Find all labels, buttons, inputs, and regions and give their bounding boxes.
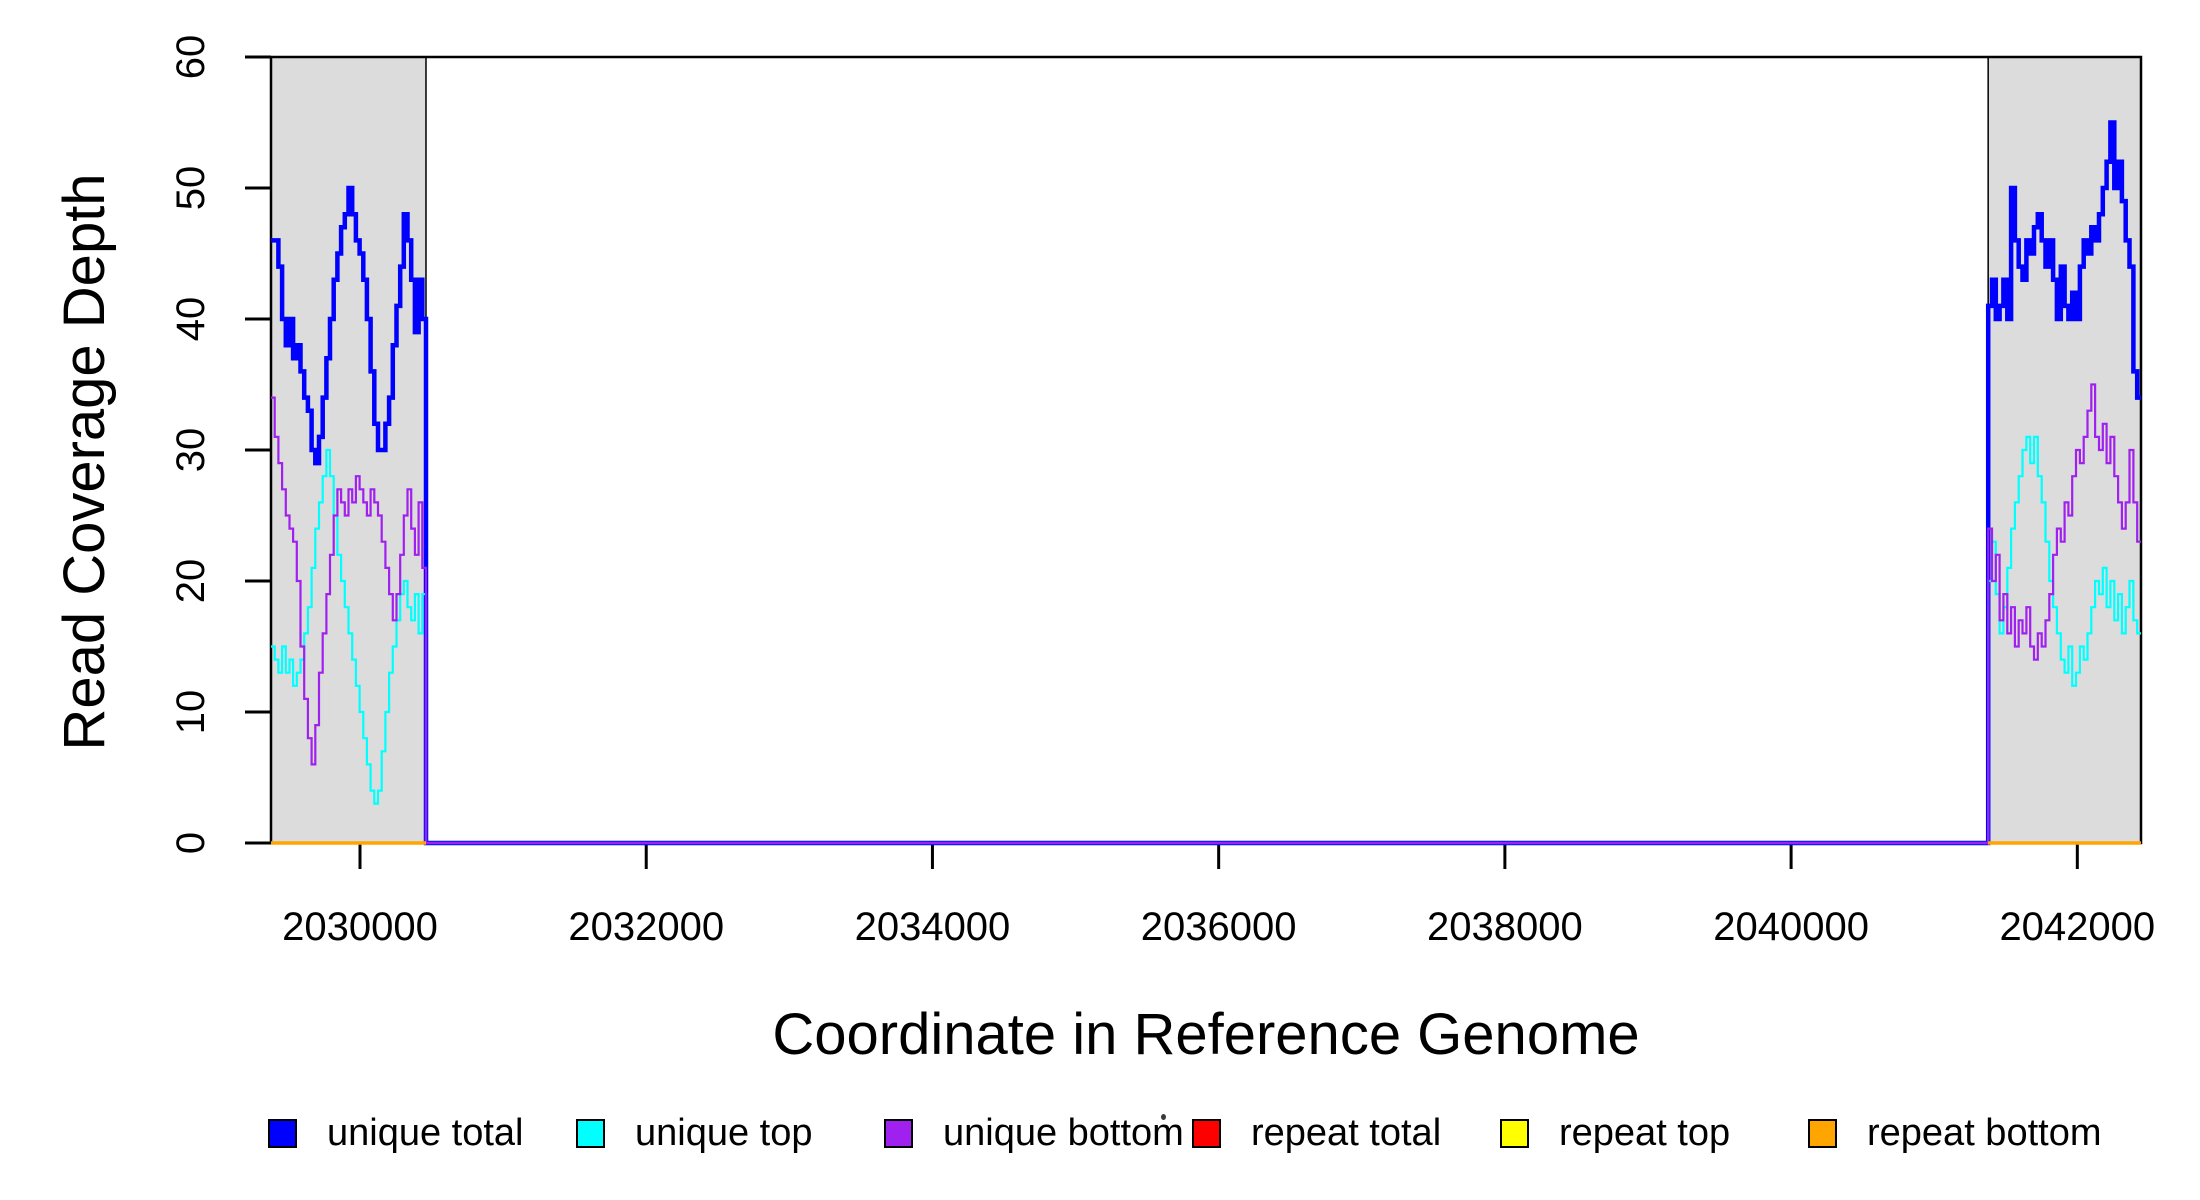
x-tick-label: 2038000 [1427,905,1583,949]
shaded-regions [270,56,2142,844]
series-unique-total [271,120,2141,846]
y-tick-label: 50 [169,166,213,211]
legend-label: unique bottom [943,1111,1184,1154]
legend-item-unique-bottom: unique bottom [884,1108,1184,1158]
y-tick-label: 30 [169,428,213,473]
stray-mark-artifact [1161,1114,1166,1120]
legend: unique total unique top unique bottom re… [0,1108,2200,1168]
x-tick-label: 2032000 [568,905,724,949]
y-tick-label: 60 [169,35,213,80]
y-axis: 0 10 20 30 40 50 60 [169,35,271,854]
x-tick-label: 2030000 [282,905,438,949]
legend-swatch-unique-top [576,1118,605,1148]
legend-swatch-unique-total [268,1118,297,1148]
x-tick-label: 2040000 [1713,905,1869,949]
legend-item-repeat-top: repeat top [1500,1108,1730,1158]
plot-box [269,55,2143,845]
x-tick-label: 2034000 [855,905,1011,949]
series-unique-bottom [271,383,2141,845]
legend-item-unique-total: unique total [268,1108,524,1158]
legend-swatch-unique-bottom [884,1118,913,1148]
legend-label: repeat bottom [1867,1111,2102,1154]
x-tick-label: 2042000 [1999,905,2155,949]
y-tick-label: 0 [169,832,213,854]
y-tick-label: 40 [169,297,213,342]
y-tick-label: 10 [169,690,213,735]
x-axis-title: Coordinate in Reference Genome [772,1002,1640,1067]
shaded-region-0 [270,56,427,844]
legend-swatch-repeat-top [1500,1118,1529,1148]
legend-item-unique-top: unique top [576,1108,813,1158]
legend-swatch-repeat-total [1192,1118,1221,1148]
y-axis-title: Read Coverage Depth [52,173,117,751]
legend-label: unique total [327,1111,524,1154]
legend-swatch-repeat-bottom [1808,1118,1837,1148]
x-tick-label: 2036000 [1141,905,1297,949]
legend-item-repeat-bottom: repeat bottom [1808,1108,2101,1158]
x-axis: 2030000 2032000 2034000 2036000 2038000 20400… [282,843,2155,949]
legend-label: unique top [635,1111,813,1154]
series-unique-top [271,435,2141,845]
legend-item-repeat-total: repeat total [1192,1108,1441,1158]
series-group [271,120,2141,846]
legend-label: repeat total [1251,1111,1442,1154]
y-tick-label: 20 [169,559,213,604]
legend-label: repeat top [1559,1111,1731,1154]
